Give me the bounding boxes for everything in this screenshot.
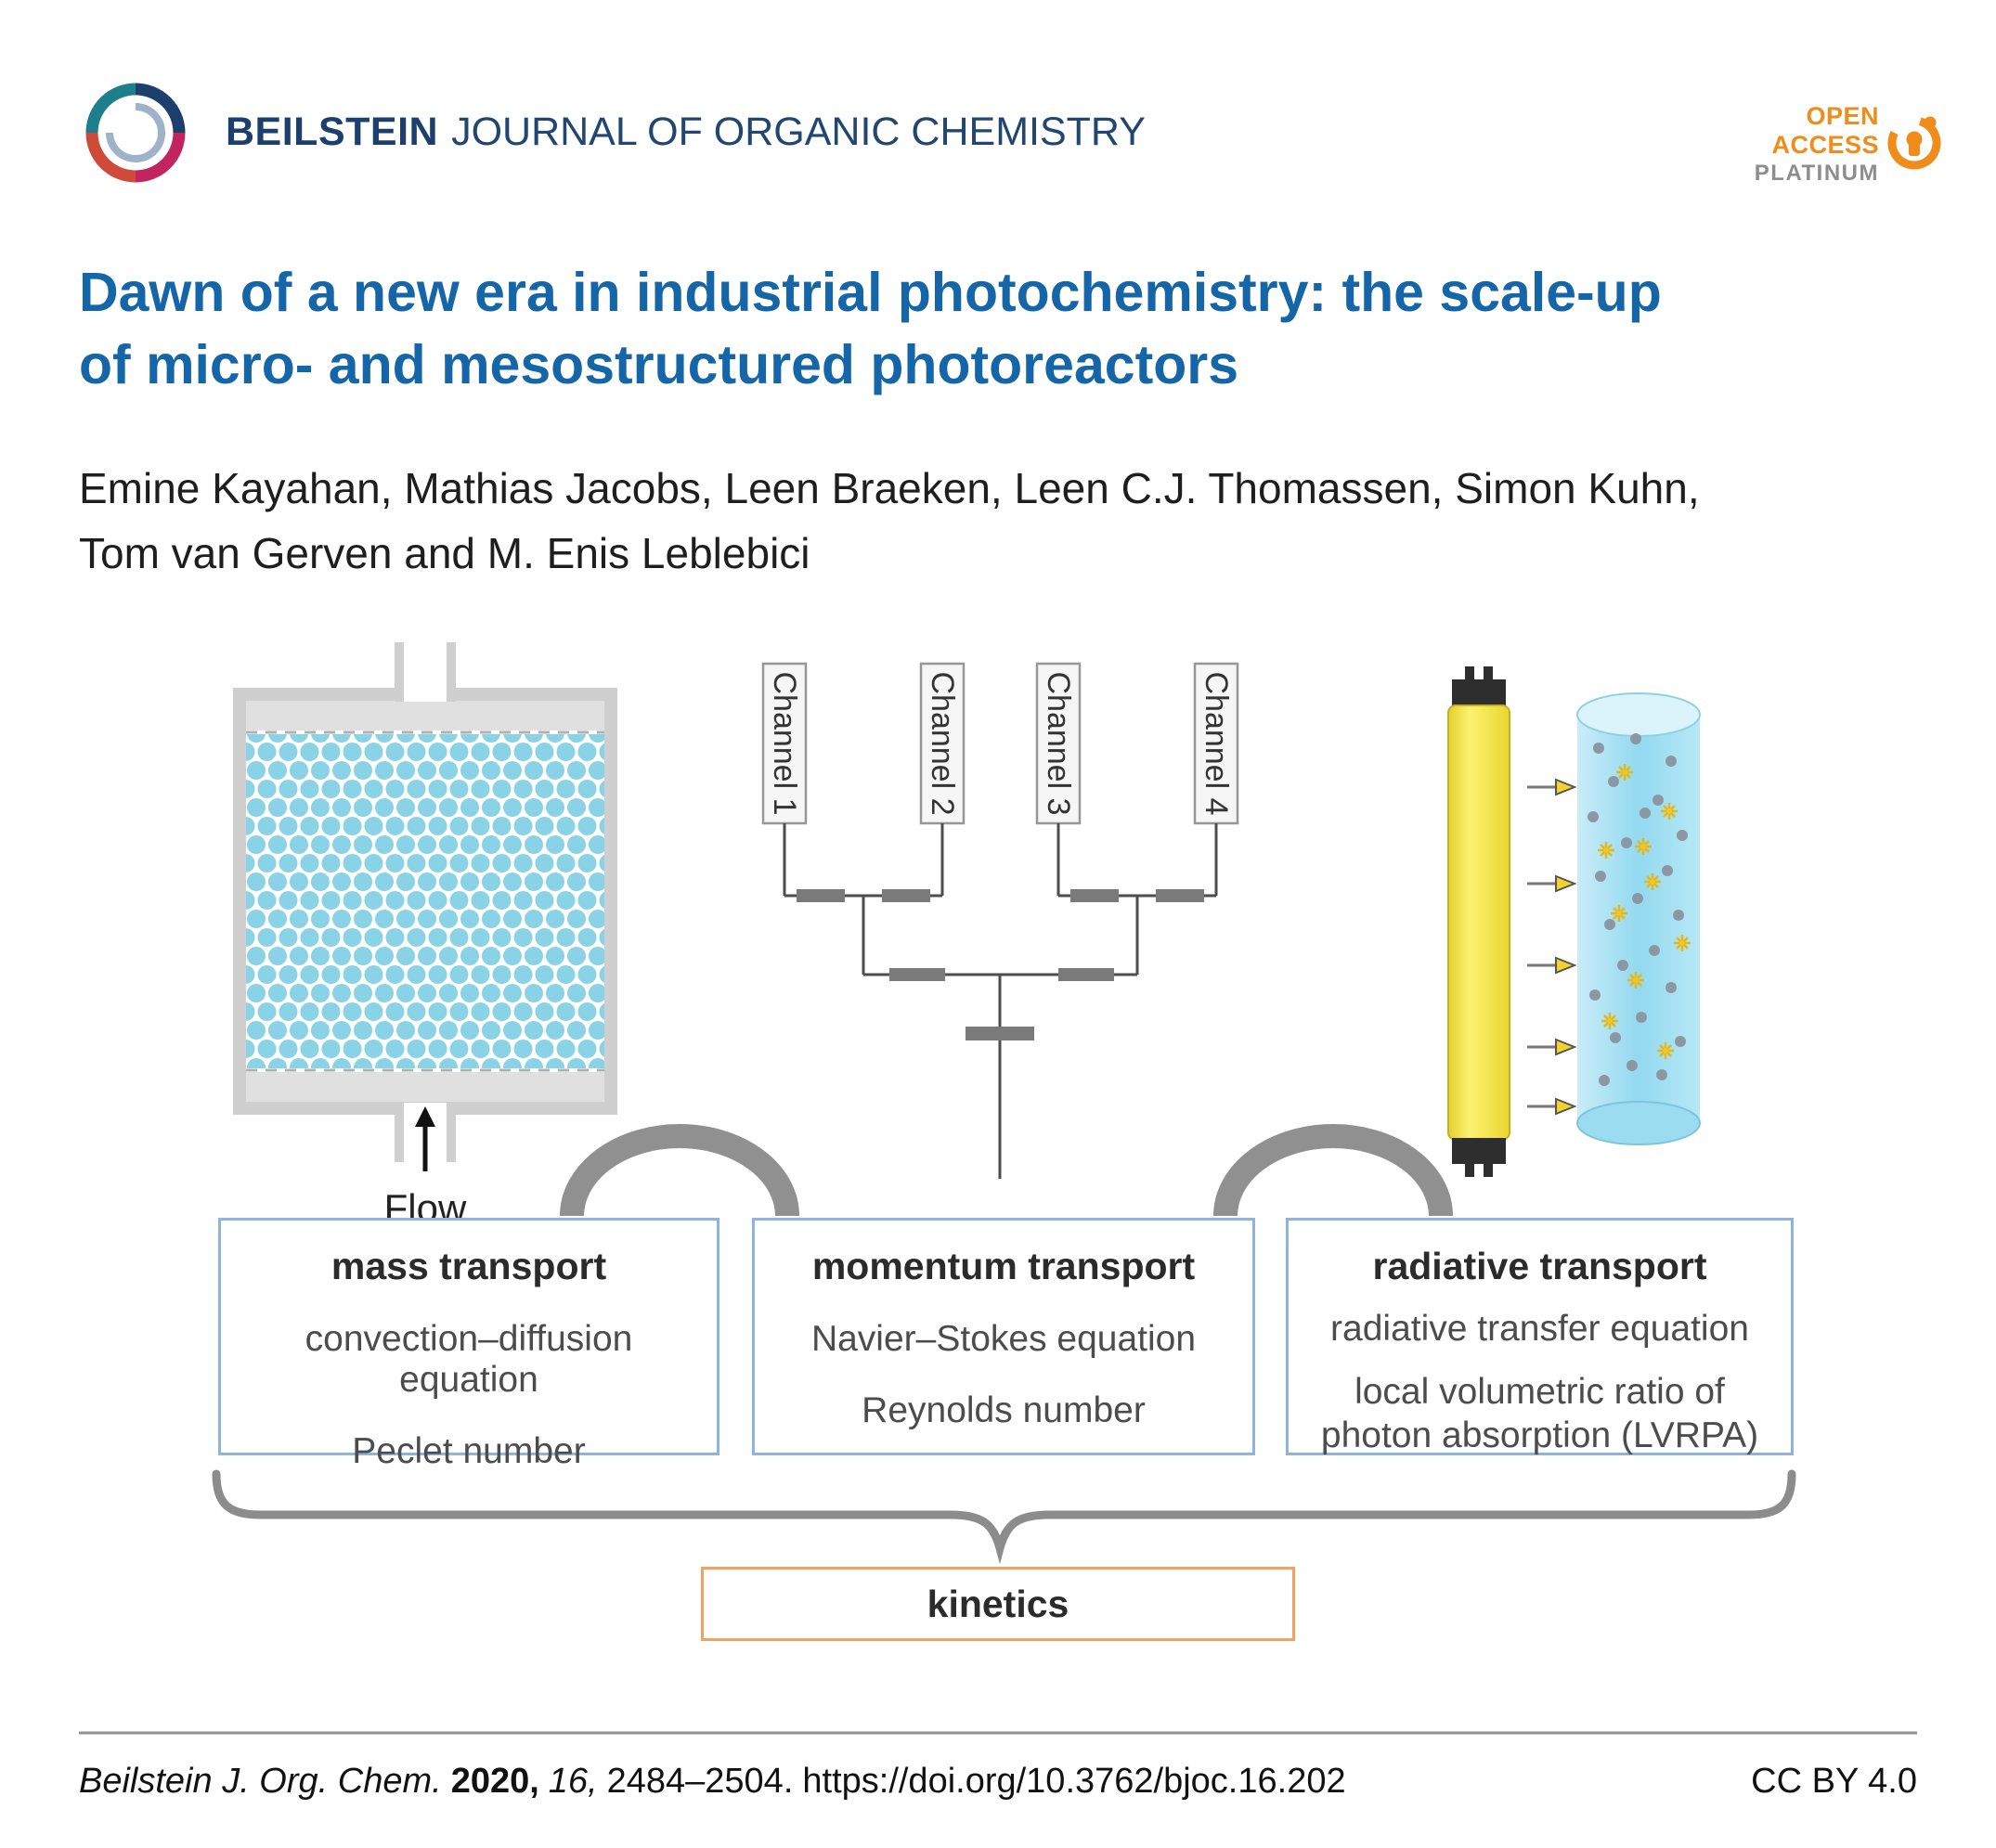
radiative-transport-title: radiative transport [1372,1245,1707,1287]
channel-1-label: Channel 1 [767,671,802,815]
particles [1588,733,1688,1086]
open-access-lock-icon [1887,116,1941,170]
radiative-transport-line2: local volumetric ratio of photon absorpt… [1320,1371,1759,1456]
photon-arrows [1527,778,1577,1116]
flow-distributor-illustration: Channel 1 Channel 2 Channel 3 Channel 4 [761,662,1239,1179]
open-access-badge: OPEN ACCESS PLATINUM [1755,102,1879,186]
citation-volume: 16, [548,1762,598,1801]
kinetics-label: kinetics [927,1582,1069,1625]
open-access-line2: ACCESS [1771,131,1879,160]
mass-transport-box: mass transport convection–diffusion equa… [218,1218,719,1471]
journal-name-rest: JOURNAL OF ORGANIC CHEMISTRY [451,110,1146,154]
connector-arc-right [1213,1124,1453,1217]
momentum-transport-line1: Navier–Stokes equation [810,1319,1197,1359]
connector-arc-left [560,1124,799,1217]
flow-arrow [415,1106,435,1171]
citation-line: Beilstein J. Org. Chem. 2020, 16, 2484–2504… [79,1762,1346,1802]
curly-brace [212,1469,1796,1565]
photoreactor-cylinder-illustration [1576,692,1701,1145]
channel-segments [797,889,1204,1040]
author-list: Emine Kayahan, Mathias Jacobs, Leen Brae… [79,457,1843,587]
mass-transport-title: mass transport [331,1245,607,1287]
beilstein-logo-icon [85,83,186,183]
article-title-line2: of micro- and mesostructured photoreacto… [79,334,1239,396]
channel-4-label: Channel 4 [1199,671,1234,815]
catalyst-packing [246,734,604,1068]
momentum-transport-box: momentum transport Navier–Stokes equatio… [752,1218,1255,1455]
radiative-transport-line1: radiative transfer equation [1330,1309,1749,1349]
journal-name-bold: BEILSTEIN [226,110,439,154]
article-title: Dawn of a new era in industrial photoche… [79,256,1936,402]
article-title-line1: Dawn of a new era in industrial photoche… [79,262,1662,323]
author-list-line2: Tom van Gerven and M. Enis Leblebici [79,528,810,577]
citation-pages: 2484–2504. [606,1762,794,1801]
momentum-transport-title: momentum transport [811,1245,1196,1287]
citation-journal: Beilstein J. Org. Chem. [79,1762,442,1801]
radiative-transport-box: radiative transport radiative transfer e… [1286,1218,1794,1455]
packed-bed-reactor-illustration: Flow [233,642,617,1230]
mass-transport-line1: convection–diffusion equation [305,1319,633,1400]
open-access-line1: OPEN [1806,102,1879,130]
open-access-line3: PLATINUM [1754,160,1879,186]
doi-link[interactable]: https://doi.org/10.3762/bjoc.16.202 [802,1762,1346,1801]
channel-2-label: Channel 2 [925,671,960,815]
author-list-line1: Emine Kayahan, Mathias Jacobs, Leen Brae… [79,464,1700,512]
citation-year: 2020, [450,1762,539,1801]
channel-3-label: Channel 3 [1041,671,1076,815]
kinetics-box: kinetics [701,1567,1295,1641]
momentum-transport-line2: Reynolds number [862,1390,1146,1430]
journal-masthead: BEILSTEIN JOURNAL OF ORGANIC CHEMISTRY [226,110,1146,155]
mass-transport-line2: Peclet number [352,1431,586,1471]
license-label: CC BY 4.0 [1751,1762,1917,1801]
uv-lamp-illustration [1447,666,1510,1177]
